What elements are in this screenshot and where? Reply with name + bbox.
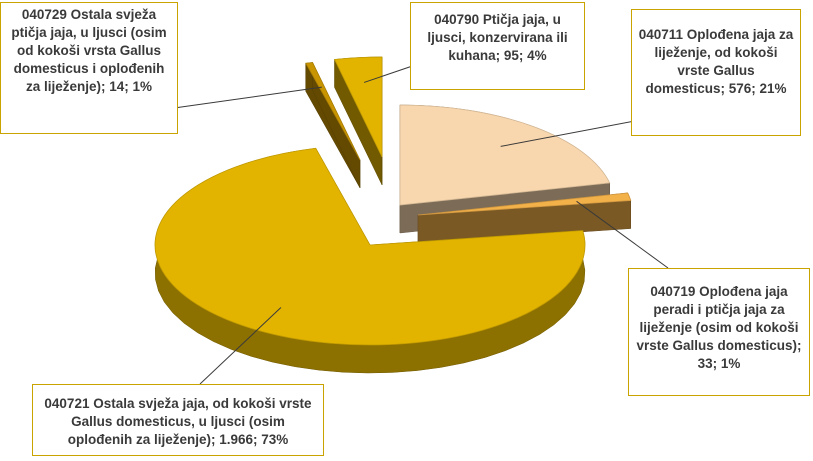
slice-040711 <box>399 104 611 206</box>
data-label-040719: 040719 Oplođena jaja peradi i ptičja jaj… <box>628 268 810 396</box>
slice-040729 <box>305 62 361 161</box>
slice-040790 <box>333 56 383 158</box>
leader-line-040711 <box>500 119 641 147</box>
leader-line-040729 <box>159 86 322 111</box>
slice-040721 <box>154 147 586 346</box>
data-label-040790: 040790 Ptičja jaja, u ljusci, konzervira… <box>410 2 585 90</box>
slice-040719 <box>417 192 632 216</box>
data-label-040711: 040711 Oplođena jaja za liježenje, od ko… <box>631 9 801 136</box>
leader-line-040721 <box>199 307 282 385</box>
leader-line-040719 <box>576 200 669 269</box>
data-label-040721: 040721 Ostala svježa jaja, od kokoši vrs… <box>32 384 324 456</box>
data-label-040729: 040729 Ostala svježa ptičja jaja, u ljus… <box>0 2 178 134</box>
